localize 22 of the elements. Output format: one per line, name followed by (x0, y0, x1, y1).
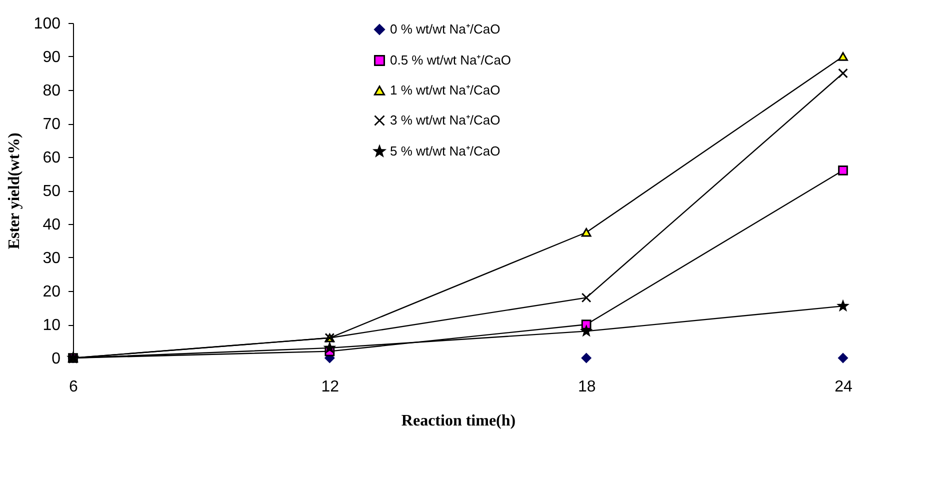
y-tick-label: 100 (34, 16, 61, 32)
y-tick-label: 90 (42, 49, 61, 66)
y-tick-label: 30 (42, 250, 61, 267)
x-tick-label: 6 (69, 378, 78, 396)
y-tick-label: 20 (42, 284, 61, 300)
y-tick-label: 70 (42, 116, 61, 133)
y-axis-title: Ester yield(wt%) (6, 132, 23, 250)
y-tick-label: 80 (42, 82, 61, 100)
x-axis-title: Reaction time(h) (401, 412, 516, 430)
y-tick-label: 40 (42, 216, 61, 234)
x-tick-label: 24 (834, 378, 852, 396)
y-tick-label: 0 (52, 350, 61, 368)
legend-label: 1 % wt/wt Na⁺/CaO (390, 82, 500, 98)
y-tick-label: 50 (42, 183, 61, 200)
x-tick-label: 12 (321, 378, 340, 396)
legend-label: 5 % wt/wt Na⁺/CaO (390, 144, 500, 158)
legend-label: 0 % wt/wt Na⁺/CaO (390, 22, 500, 36)
x-tick-label: 18 (578, 378, 596, 396)
y-tick-label: 10 (42, 317, 61, 334)
y-tick-label: 60 (42, 150, 61, 166)
legend-label: 0.5 % wt/wt Na⁺/CaO (390, 52, 512, 68)
legend-label: 3 % wt/wt Na⁺/CaO (390, 112, 500, 128)
